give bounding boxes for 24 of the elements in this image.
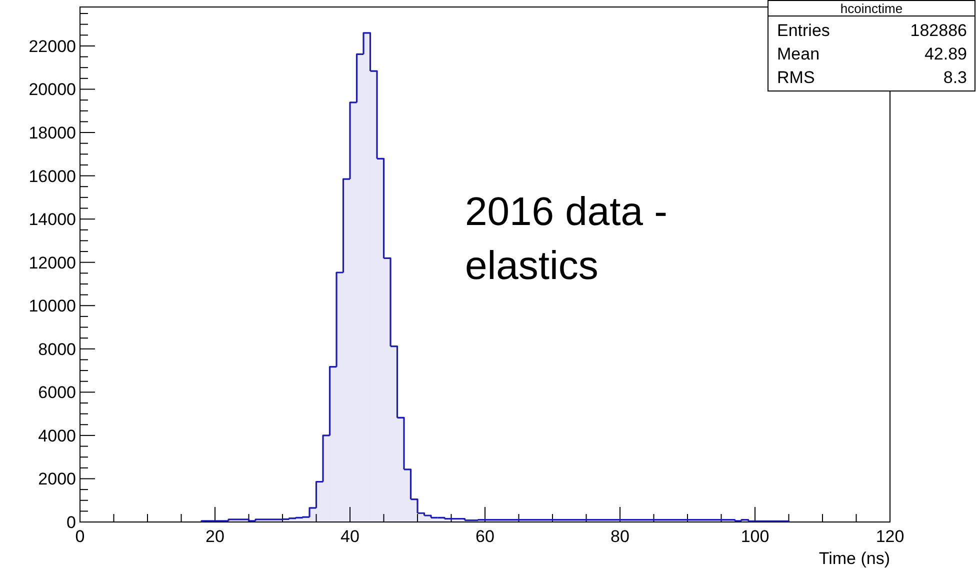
y-tick-label: 18000: [28, 124, 76, 143]
annotation: 2016 data - elastics: [465, 190, 668, 288]
y-tick-label: 16000: [28, 166, 76, 186]
y-tick-label: 22000: [28, 36, 76, 56]
y-tick-label: 6000: [38, 383, 76, 402]
x-tick-label: 80: [610, 527, 630, 546]
y-tick-label: 2000: [38, 470, 76, 489]
y-tick-label: 0: [66, 513, 76, 532]
x-tick-label: 60: [476, 527, 494, 546]
y-tick-label: 20000: [28, 80, 76, 100]
x-tick-label: 20: [206, 527, 224, 546]
x-tick-label: 100: [740, 527, 770, 546]
y-tick-label: 12000: [28, 253, 76, 272]
y-tick-label: 10000: [28, 296, 76, 316]
y-tick-label: 14000: [28, 210, 76, 230]
text: RMS 8.3: [777, 68, 967, 87]
y-tick-label: 4000: [38, 426, 76, 446]
x-tick-label: 120: [876, 527, 904, 546]
annotation: hcoinctime: [840, 1, 903, 16]
y-tick-label: 8000: [38, 340, 76, 359]
x-tick-label: 40: [340, 527, 360, 546]
text: Entries 182886: [777, 21, 967, 40]
text: Mean 42.89: [777, 44, 967, 64]
x-axis-title: Time (ns): [818, 549, 890, 568]
